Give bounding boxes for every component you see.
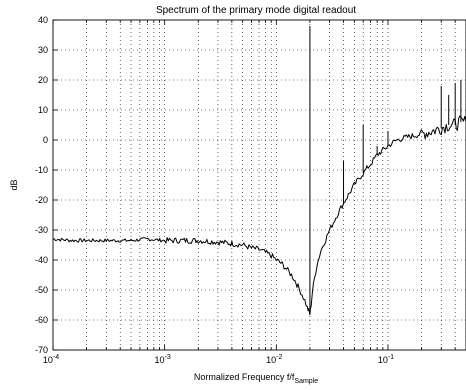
y-tick-label: -60 [35, 315, 48, 325]
x-tick-label-exponent: -4 [53, 354, 59, 361]
data-layer [52, 26, 466, 316]
y-tick-label: 0 [43, 135, 48, 145]
x-tick-label-exponent: -3 [165, 354, 171, 361]
y-tick-label: 10 [38, 105, 48, 115]
y-tick-label: 40 [38, 15, 48, 25]
chart-title: Spectrum of the primary mode digital rea… [156, 5, 356, 16]
y-axis-label: dB [9, 179, 19, 190]
x-axis-label-sub: Sample [294, 378, 318, 385]
y-tick-label: -50 [35, 285, 48, 295]
plot-frame [52, 19, 466, 351]
x-tick-label-exponent: -1 [388, 354, 394, 361]
x-tick-label: 10-2 [266, 354, 282, 365]
spectrum-trace [52, 115, 466, 316]
y-tick-label: -40 [35, 255, 48, 265]
x-axis-label: Normalized Frequency f/fSample [194, 372, 318, 385]
y-axis-ticks: -70 -60 -50 -40 -30 -20 -10 0 10 20 30 40 [35, 15, 48, 355]
x-axis-label-main: Normalized Frequency f/f [194, 372, 295, 382]
x-tick-label: 10-1 [378, 354, 394, 365]
x-tick-label-base: 10 [43, 355, 53, 365]
y-tick-label: -70 [35, 345, 48, 355]
x-axis-ticks: 10-4 10-3 10-2 10-1 [43, 354, 394, 365]
x-tick-label-exponent: -2 [276, 354, 282, 361]
x-tick-label: 10-3 [155, 354, 171, 365]
x-tick-label-base: 10 [266, 355, 276, 365]
x-tick-label: 10-4 [43, 354, 59, 365]
y-tick-label: 20 [38, 75, 48, 85]
y-tick-label: -20 [35, 195, 48, 205]
y-tick-label: -10 [35, 165, 48, 175]
y-tick-label: -30 [35, 225, 48, 235]
x-tick-label-base: 10 [378, 355, 388, 365]
x-tick-label-base: 10 [155, 355, 165, 365]
grid [52, 19, 466, 351]
y-tick-label: 30 [38, 45, 48, 55]
